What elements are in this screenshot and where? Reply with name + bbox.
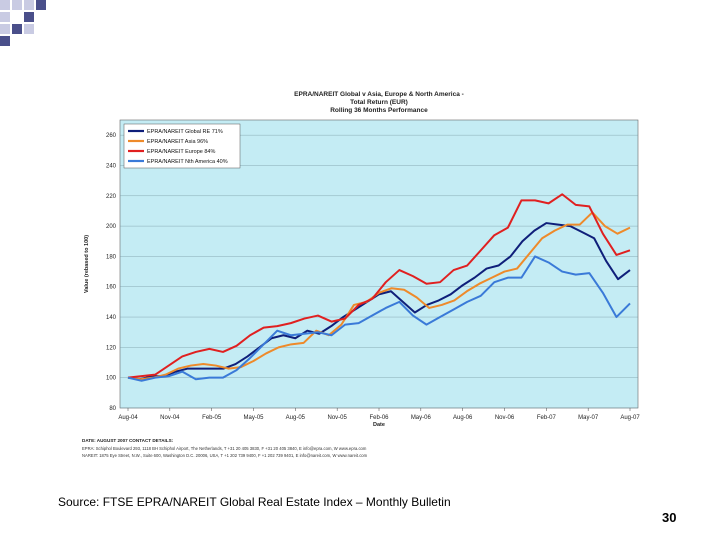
chart-title: EPRA/NAREIT Global v Asia, Europe & Nort…	[294, 91, 464, 114]
series-line	[127, 255, 631, 382]
series-line	[127, 193, 631, 379]
x-tick-label: Nov-06	[495, 415, 515, 421]
decorative-corner-squares	[0, 0, 60, 60]
y-tick-label: 180	[106, 254, 117, 260]
legend: EPRA/NAREIT Global RE 71% EPRA/NAREIT Asi…	[123, 123, 241, 169]
y-tick-label: 100	[106, 376, 117, 382]
footer-line: NAREIT: 1875 Eye Street, N.W., Suite 600…	[82, 453, 368, 458]
x-tick-label: Nov-04	[160, 415, 180, 421]
x-tick-label: Aug-06	[453, 415, 473, 421]
y-tick-label: 140	[106, 315, 117, 321]
chart-title-line: EPRA/NAREIT Global v Asia, Europe & Nort…	[294, 91, 464, 98]
deco-square	[36, 0, 46, 10]
series-line	[127, 211, 631, 381]
x-tick-label: Feb-06	[369, 415, 389, 421]
chart-title-line: Total Return (EUR)	[350, 99, 408, 106]
legend-label: EPRA/NAREIT Nth America 40%	[147, 159, 228, 165]
deco-square	[12, 24, 22, 34]
x-tick-label: May-05	[243, 415, 264, 421]
y-axis-ticks: 80 100 120 140 160 180 200 220 240 260	[106, 133, 117, 412]
deco-square	[0, 36, 10, 46]
x-tick-label: Aug-04	[118, 415, 138, 421]
y-tick-label: 80	[109, 406, 116, 412]
x-tick-label: May-06	[411, 415, 432, 421]
deco-square	[0, 24, 10, 34]
page-number: 30	[662, 510, 677, 525]
x-tick-label: Feb-07	[537, 415, 557, 421]
deco-square	[24, 12, 34, 22]
y-tick-label: 200	[106, 224, 117, 230]
y-tick-label: 220	[106, 194, 117, 200]
x-tick-label: Feb-05	[202, 415, 222, 421]
series-lines	[127, 193, 631, 382]
series-line	[127, 222, 631, 381]
x-axis-title: Date	[373, 422, 385, 428]
source-caption: Source: FTSE EPRA/NAREIT Global Real Est…	[58, 495, 451, 509]
chart-title-line: Rolling 36 Months Performance	[330, 107, 428, 114]
x-tick-label: Aug-07	[620, 415, 640, 421]
deco-square	[0, 12, 10, 22]
deco-square	[24, 0, 34, 10]
legend-label: EPRA/NAREIT Global RE 71%	[147, 129, 223, 135]
footer-heading: DATE: AUGUST 2007 CONTACT DETAILS:	[82, 438, 174, 443]
deco-square	[0, 0, 10, 10]
deco-square	[12, 0, 22, 10]
footer-line: EPRA: Schiphol Boulevard 293, 1118 BH Sc…	[82, 446, 367, 451]
deco-square	[24, 24, 34, 34]
y-tick-label: 260	[106, 133, 117, 139]
legend-label: EPRA/NAREIT Europe 84%	[147, 149, 215, 155]
y-tick-label: 120	[106, 345, 117, 351]
x-tick-label: May-07	[578, 415, 599, 421]
y-tick-label: 160	[106, 285, 117, 291]
line-chart: EPRA/NAREIT Global v Asia, Europe & Nort…	[78, 86, 648, 466]
x-tick-label: Aug-05	[286, 415, 306, 421]
y-axis-title: Value (rebased to 100)	[84, 235, 90, 293]
x-axis-ticks: Aug-04 Nov-04 Feb-05 May-05 Aug-05 Nov-05 Feb-…	[118, 408, 640, 421]
y-tick-label: 240	[106, 163, 117, 169]
chart-footer: DATE: AUGUST 2007 CONTACT DETAILS: EPRA: …	[82, 438, 368, 458]
legend-label: EPRA/NAREIT Asia 96%	[147, 139, 208, 145]
x-tick-label: Nov-05	[327, 415, 347, 421]
